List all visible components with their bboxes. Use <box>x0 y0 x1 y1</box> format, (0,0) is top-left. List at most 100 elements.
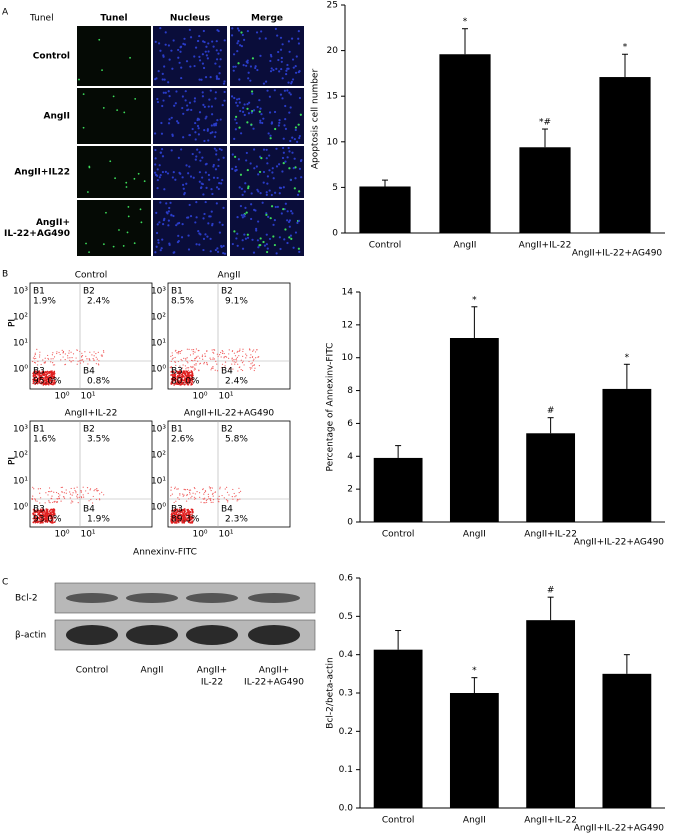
cell-dot <box>292 66 295 69</box>
cell-dot <box>189 214 193 218</box>
cell-dot <box>219 58 222 61</box>
event-dot <box>177 360 179 363</box>
event-dot <box>43 382 46 384</box>
cell-dot <box>202 193 205 196</box>
cell-dot <box>230 34 234 37</box>
cell-dot <box>198 151 201 154</box>
event-dot <box>235 495 237 497</box>
cell-dot <box>233 137 236 141</box>
y-tick-label: 10² <box>151 451 166 461</box>
cell-dot <box>169 201 172 204</box>
event-dot <box>49 491 51 493</box>
cell-dot <box>270 193 273 197</box>
cell-dot <box>250 111 253 114</box>
cell-dot <box>211 113 214 116</box>
event-dot <box>178 510 180 513</box>
cell-dot <box>140 221 143 224</box>
cell-dot <box>250 192 253 195</box>
cell-dot <box>294 177 297 180</box>
cell-dot <box>195 201 198 204</box>
event-dot <box>81 355 84 357</box>
cell-dot <box>218 65 221 68</box>
cell-dot <box>206 57 209 60</box>
event-dot <box>188 520 191 523</box>
cell-dot <box>212 163 215 167</box>
event-dot <box>38 370 41 372</box>
event-dot <box>238 491 240 494</box>
event-dot <box>193 486 195 489</box>
event-dot <box>176 370 178 373</box>
cell-dot <box>211 224 214 227</box>
cell-dot <box>202 40 205 43</box>
event-dot <box>178 515 180 517</box>
event-dot <box>35 376 38 378</box>
event-dot <box>62 351 64 353</box>
event-dot <box>63 492 65 494</box>
quadrant-name: B4 <box>221 367 233 377</box>
event-dot <box>253 358 255 360</box>
event-dot <box>83 496 85 498</box>
event-dot <box>252 350 254 352</box>
cell-dot <box>163 188 166 191</box>
event-dot <box>96 489 98 491</box>
event-dot <box>44 502 46 504</box>
cell-dot <box>183 191 186 195</box>
cell-dot <box>236 27 240 30</box>
cell-dot <box>211 40 214 43</box>
cell-dot <box>248 101 251 104</box>
event-dot <box>179 518 181 521</box>
event-dot <box>39 371 41 374</box>
plot-title: AngII <box>218 271 241 281</box>
lane-label: IL-22 <box>201 678 223 688</box>
event-dot <box>194 368 197 370</box>
cell-dot <box>259 243 262 247</box>
blot-band <box>248 625 300 645</box>
event-dot <box>75 357 77 359</box>
cell-dot <box>143 180 146 183</box>
event-dot <box>191 375 194 378</box>
event-dot <box>222 351 224 353</box>
event-dot <box>97 363 100 365</box>
event-dot <box>209 357 211 359</box>
cell-dot <box>167 81 170 84</box>
cell-dot <box>154 132 157 135</box>
cell-dot <box>222 82 226 85</box>
y-tick-label: 10² <box>13 313 28 323</box>
cell-dot <box>181 95 184 98</box>
cell-dot <box>181 176 184 179</box>
cell-dot <box>237 158 240 161</box>
cell-dot <box>167 210 170 213</box>
event-dot <box>189 354 192 356</box>
cell-dot <box>218 221 221 224</box>
cell-dot <box>266 182 269 185</box>
event-dot <box>235 361 237 363</box>
event-dot <box>52 364 54 366</box>
event-dot <box>232 368 234 370</box>
event-dot <box>218 498 220 500</box>
cell-dot <box>231 27 234 30</box>
cell-dot <box>272 177 275 180</box>
axis-label: PI <box>8 457 18 465</box>
event-dot <box>237 370 239 372</box>
cell-dot <box>290 237 293 240</box>
event-dot <box>194 487 196 490</box>
event-dot <box>49 509 52 511</box>
event-dot <box>32 360 34 363</box>
event-dot <box>209 488 211 490</box>
quadrant-percent: 93.0% <box>33 515 62 525</box>
cell-dot <box>214 122 217 126</box>
cell-dot <box>204 50 207 53</box>
event-dot <box>73 487 75 489</box>
event-dot <box>255 357 257 359</box>
event-dot <box>233 352 236 354</box>
event-dot <box>45 379 47 381</box>
cell-dot <box>168 95 171 98</box>
cell-dot <box>172 39 175 42</box>
cell-dot <box>210 124 213 127</box>
cell-dot <box>293 138 296 141</box>
cell-dot <box>202 248 205 252</box>
cell-dot <box>237 62 240 65</box>
event-dot <box>188 372 190 375</box>
event-dot <box>53 372 56 375</box>
event-dot <box>76 349 79 351</box>
